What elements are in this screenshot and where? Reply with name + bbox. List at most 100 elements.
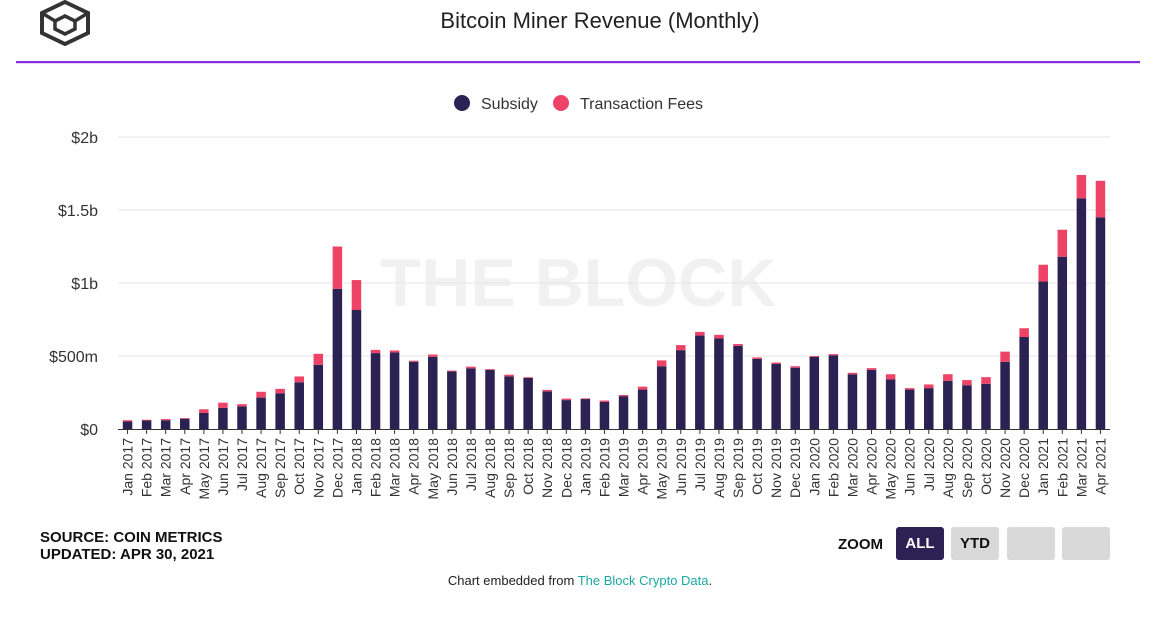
x-tick-label: Jun 2018	[444, 438, 460, 496]
bar-subsidy	[237, 406, 247, 429]
bar-fees	[618, 394, 629, 397]
bar-subsidy	[561, 400, 572, 429]
bar-subsidy	[924, 388, 934, 429]
bar-fees	[561, 398, 572, 401]
bar-subsidy	[1057, 256, 1068, 429]
bar-fees	[1076, 174, 1087, 199]
bar-fees	[199, 409, 209, 413]
x-tick-label: Jul 2017	[234, 438, 250, 491]
bar-subsidy	[218, 407, 228, 429]
bar-subsidy	[618, 396, 629, 429]
source-line: SOURCE: COIN METRICS	[40, 529, 223, 546]
bar-subsidy	[1076, 198, 1087, 429]
bar-subsidy	[1000, 361, 1010, 429]
bar-subsidy	[676, 350, 686, 429]
bar-subsidy	[656, 366, 667, 429]
x-tick-label: Jun 2019	[673, 438, 689, 496]
x-tick-label: Sep 2017	[272, 438, 288, 498]
footer-note: Chart embedded from The Block Crypto Dat…	[0, 573, 1160, 588]
x-tick-label: Mar 2021	[1073, 438, 1089, 497]
bar-subsidy	[504, 376, 514, 429]
bar-fees	[828, 354, 839, 356]
bar-fees	[637, 386, 648, 390]
bar-subsidy	[389, 352, 400, 429]
bar-fees	[847, 372, 858, 375]
bar-subsidy	[599, 401, 610, 429]
bar-fees	[1057, 229, 1068, 257]
bar-subsidy	[1038, 281, 1048, 429]
x-tick-label: Oct 2019	[749, 438, 765, 495]
bar-subsidy	[771, 364, 781, 429]
bar-fees	[504, 374, 514, 377]
x-tick-label: Nov 2017	[310, 438, 326, 498]
x-tick-label: Mar 2020	[844, 438, 860, 497]
x-tick-label: Nov 2020	[997, 438, 1013, 498]
footer-suffix: .	[708, 573, 713, 588]
x-tick-label: Dec 2019	[787, 438, 803, 498]
zoom-ytd-button[interactable]: YTD	[951, 527, 999, 560]
x-tick-label: May 2019	[654, 438, 670, 500]
x-tick-label: May 2020	[883, 438, 899, 500]
x-tick-label: Oct 2017	[291, 438, 307, 495]
bar-fees	[313, 353, 324, 365]
legend-label-fees: Transaction Fees	[580, 96, 703, 113]
footer-link[interactable]: The Block Crypto Data	[577, 573, 709, 588]
bar-fees	[218, 402, 228, 408]
chart-title: Bitcoin Miner Revenue (Monthly)	[440, 8, 760, 33]
bar-fees	[981, 377, 991, 384]
bar-fees	[237, 404, 247, 407]
bar-fees	[332, 246, 343, 289]
bar-subsidy	[351, 310, 362, 429]
bar-fees	[275, 388, 285, 394]
x-tick-label: Feb 2019	[596, 438, 612, 497]
x-tick-label: Sep 2018	[501, 438, 517, 498]
bar-subsidy	[447, 371, 457, 429]
x-tick-label: Jan 2017	[120, 438, 136, 496]
bar-subsidy	[275, 393, 285, 429]
zoom-button-3[interactable]	[1007, 527, 1055, 560]
bar-fees	[1038, 264, 1048, 282]
block-logo[interactable]	[38, 0, 92, 46]
legend-label-subsidy: Subsidy	[481, 96, 538, 113]
legend-marker-fees	[553, 95, 569, 111]
x-tick-label: Mar 2017	[158, 438, 174, 497]
x-tick-label: Apr 2017	[177, 438, 193, 495]
zoom-all-button[interactable]: ALL	[896, 527, 944, 560]
bar-fees	[580, 398, 591, 400]
x-tick-label: Mar 2018	[387, 438, 403, 497]
bar-subsidy	[943, 380, 953, 429]
x-tick-label: Feb 2017	[139, 438, 155, 497]
x-tick-label: Aug 2020	[940, 438, 956, 498]
bar-subsidy	[485, 369, 495, 429]
x-tick-label: Dec 2017	[329, 438, 345, 498]
x-tick-label: Jan 2021	[1035, 438, 1051, 496]
y-tick-label: $500m	[49, 349, 98, 366]
y-tick-label: $1b	[71, 276, 98, 293]
bar-subsidy	[542, 391, 552, 429]
bar-subsidy	[256, 397, 266, 429]
bar-subsidy	[866, 369, 877, 429]
x-tick-label: Sep 2020	[959, 438, 975, 498]
bar-fees	[447, 370, 457, 372]
bar-subsidy	[847, 374, 858, 429]
header-divider-shadow	[16, 63, 1140, 64]
bar-fees	[122, 420, 133, 422]
bar-subsidy	[332, 288, 343, 429]
bar-fees	[676, 345, 686, 351]
bar-fees	[542, 389, 552, 392]
bar-fees	[466, 366, 476, 369]
x-tick-label: Mar 2019	[616, 438, 632, 497]
bar-fees	[885, 374, 896, 380]
x-tick-label: Apr 2019	[635, 438, 651, 495]
zoom-button-4[interactable]	[1062, 527, 1110, 560]
bar-subsidy	[466, 368, 476, 429]
x-tick-label: Feb 2021	[1054, 438, 1070, 497]
header-divider	[16, 61, 1140, 63]
bar-fees	[1019, 328, 1029, 338]
bar-subsidy	[1095, 217, 1106, 429]
bar-subsidy	[370, 353, 381, 429]
bar-subsidy	[408, 361, 419, 429]
bar-fees	[1095, 180, 1106, 218]
zoom-label: ZOOM	[838, 536, 883, 553]
